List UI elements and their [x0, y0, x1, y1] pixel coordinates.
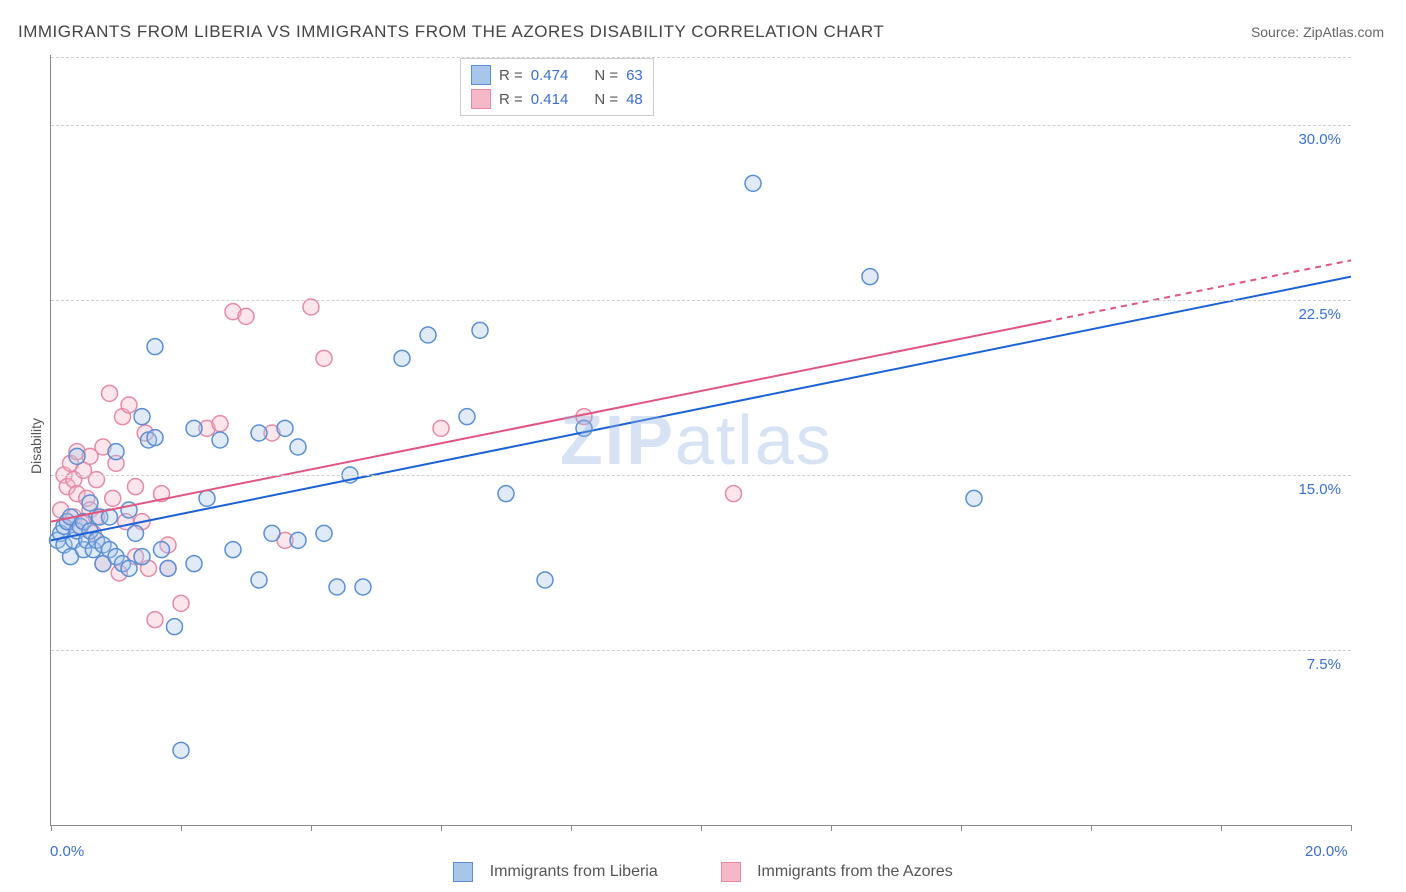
- data-point: [316, 350, 332, 366]
- data-point: [121, 560, 137, 576]
- r-label: R =: [499, 67, 523, 84]
- x-tick: [961, 825, 962, 831]
- data-point: [147, 612, 163, 628]
- data-point: [966, 490, 982, 506]
- data-point: [108, 444, 124, 460]
- r-value-liberia: 0.474: [531, 67, 569, 84]
- data-point: [264, 525, 280, 541]
- n-label: N =: [594, 67, 618, 84]
- data-point: [498, 486, 514, 502]
- y-tick-label: 7.5%: [1307, 656, 1341, 673]
- n-label: N =: [594, 91, 618, 108]
- data-point: [160, 560, 176, 576]
- y-tick-label: 30.0%: [1298, 131, 1341, 148]
- data-point: [355, 579, 371, 595]
- chart-title: IMMIGRANTS FROM LIBERIA VS IMMIGRANTS FR…: [18, 22, 884, 42]
- gridline: [51, 650, 1351, 651]
- data-point: [726, 486, 742, 502]
- data-point: [472, 322, 488, 338]
- trend-line: [51, 322, 1046, 522]
- swatch-azores: [471, 89, 491, 109]
- swatch-liberia-bottom: [453, 862, 473, 882]
- data-point: [69, 448, 85, 464]
- n-value-liberia: 63: [626, 67, 643, 84]
- data-point: [102, 385, 118, 401]
- data-point: [290, 532, 306, 548]
- y-tick-label: 22.5%: [1298, 306, 1341, 323]
- x-tick: [831, 825, 832, 831]
- data-point: [277, 420, 293, 436]
- data-point: [134, 549, 150, 565]
- gridline: [51, 300, 1351, 301]
- data-point: [316, 525, 332, 541]
- data-point: [128, 479, 144, 495]
- data-point: [134, 409, 150, 425]
- data-point: [154, 542, 170, 558]
- x-tick-label: 20.0%: [1305, 843, 1348, 860]
- series-legend: Immigrants from Liberia Immigrants from …: [0, 862, 1406, 882]
- x-tick: [1221, 825, 1222, 831]
- data-point: [212, 432, 228, 448]
- gridline: [51, 57, 1351, 58]
- gridline: [51, 125, 1351, 126]
- r-label: R =: [499, 91, 523, 108]
- x-tick: [181, 825, 182, 831]
- data-point: [862, 269, 878, 285]
- source-label: Source:: [1251, 24, 1303, 40]
- n-value-azores: 48: [626, 91, 643, 108]
- data-point: [199, 490, 215, 506]
- y-axis-label: Disability: [28, 418, 44, 474]
- swatch-liberia: [471, 65, 491, 85]
- legend-label-azores: Immigrants from the Azores: [757, 863, 953, 880]
- data-point: [238, 308, 254, 324]
- x-tick-label: 0.0%: [50, 843, 84, 860]
- legend-label-liberia: Immigrants from Liberia: [490, 863, 658, 880]
- data-point: [290, 439, 306, 455]
- data-point: [329, 579, 345, 595]
- x-tick: [571, 825, 572, 831]
- data-point: [173, 742, 189, 758]
- x-tick: [441, 825, 442, 831]
- data-point: [186, 556, 202, 572]
- source-name: ZipAtlas.com: [1303, 24, 1384, 40]
- data-point: [128, 525, 144, 541]
- y-tick-label: 15.0%: [1298, 481, 1341, 498]
- x-tick: [1091, 825, 1092, 831]
- data-point: [303, 299, 319, 315]
- data-point: [147, 430, 163, 446]
- swatch-azores-bottom: [721, 862, 741, 882]
- data-point: [459, 409, 475, 425]
- data-point: [105, 490, 121, 506]
- data-point: [147, 339, 163, 355]
- plot-area: 7.5% 15.0% 22.5% 30.0%: [50, 55, 1351, 826]
- r-value-azores: 0.414: [531, 91, 569, 108]
- x-tick: [311, 825, 312, 831]
- source-attribution: Source: ZipAtlas.com: [1251, 24, 1384, 40]
- data-point: [212, 416, 228, 432]
- scatter-svg: [51, 55, 1351, 825]
- data-point: [225, 542, 241, 558]
- x-tick: [701, 825, 702, 831]
- data-point: [186, 420, 202, 436]
- data-point: [251, 572, 267, 588]
- data-point: [745, 175, 761, 191]
- data-point: [173, 595, 189, 611]
- data-point: [121, 397, 137, 413]
- data-point: [251, 425, 267, 441]
- data-point: [167, 619, 183, 635]
- data-point: [420, 327, 436, 343]
- legend-row-azores: R = 0.414 N = 48: [471, 87, 643, 111]
- legend-row-liberia: R = 0.474 N = 63: [471, 63, 643, 87]
- correlation-legend: R = 0.474 N = 63 R = 0.414 N = 48: [460, 58, 654, 116]
- gridline: [51, 475, 1351, 476]
- data-point: [433, 420, 449, 436]
- data-point: [394, 350, 410, 366]
- x-tick: [51, 825, 52, 831]
- data-point: [82, 495, 98, 511]
- x-tick: [1351, 825, 1352, 831]
- data-point: [537, 572, 553, 588]
